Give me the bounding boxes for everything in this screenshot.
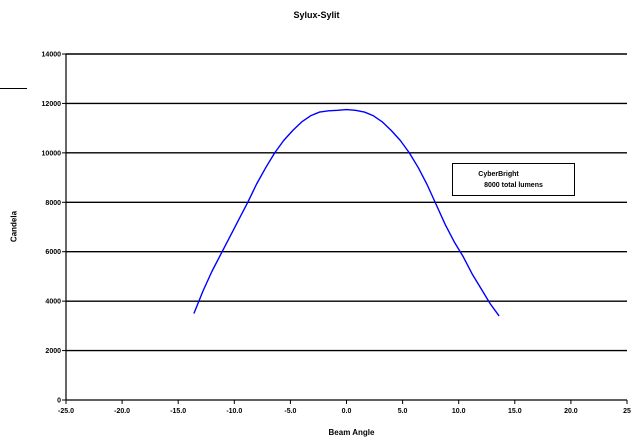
legend: CyberBright 8000 total lumens: [452, 163, 575, 196]
x-tick-label: 15.0: [508, 408, 522, 415]
axes: [62, 53, 628, 404]
y-axis-label: Candela: [9, 210, 19, 243]
y-tick-label: 10000: [42, 150, 62, 157]
x-tick-label: 0.0: [342, 408, 352, 415]
x-tick-label: -10.0: [226, 408, 242, 415]
series-lines: [193, 108, 500, 317]
x-tick-label: -25.0: [58, 408, 74, 415]
y-tick-label: 4000: [45, 299, 61, 306]
x-tick-label: -20.0: [114, 408, 130, 415]
legend-entry-lumens: 8000 total lumens: [484, 181, 543, 189]
y-tick-label: 2000: [45, 348, 61, 355]
y-tick-label: 12000: [42, 101, 62, 108]
x-tick-label: 25: [623, 408, 631, 415]
y-tick-label: 14000: [42, 52, 62, 59]
corner-rule: [0, 88, 27, 89]
y-tick-label: 0: [57, 398, 61, 405]
x-tick-label: 20.0: [564, 408, 578, 415]
x-tick-label: 5.0: [398, 408, 408, 415]
x-tick-label: 10.0: [452, 408, 466, 415]
series-line-cyberbright: [193, 108, 500, 317]
y-tick-labels: 0 2000 4000 6000 8000 10000 12000 14000: [42, 52, 62, 405]
x-tick-label: -15.0: [170, 408, 186, 415]
chart-title: Sylux-Sylit: [293, 10, 340, 20]
x-tick-labels: -25.0 -20.0 -15.0 -10.0 -5.0 0.0 5.0 10.0 15.0 20…: [58, 408, 631, 415]
legend-entry-series: CyberBright: [478, 170, 519, 178]
y-tick-label: 6000: [45, 249, 61, 256]
x-tick-label: -5.0: [284, 408, 296, 415]
y-tick-label: 8000: [45, 200, 61, 207]
gridlines: [66, 53, 627, 352]
x-axis-label: Beam Angle: [328, 428, 375, 437]
